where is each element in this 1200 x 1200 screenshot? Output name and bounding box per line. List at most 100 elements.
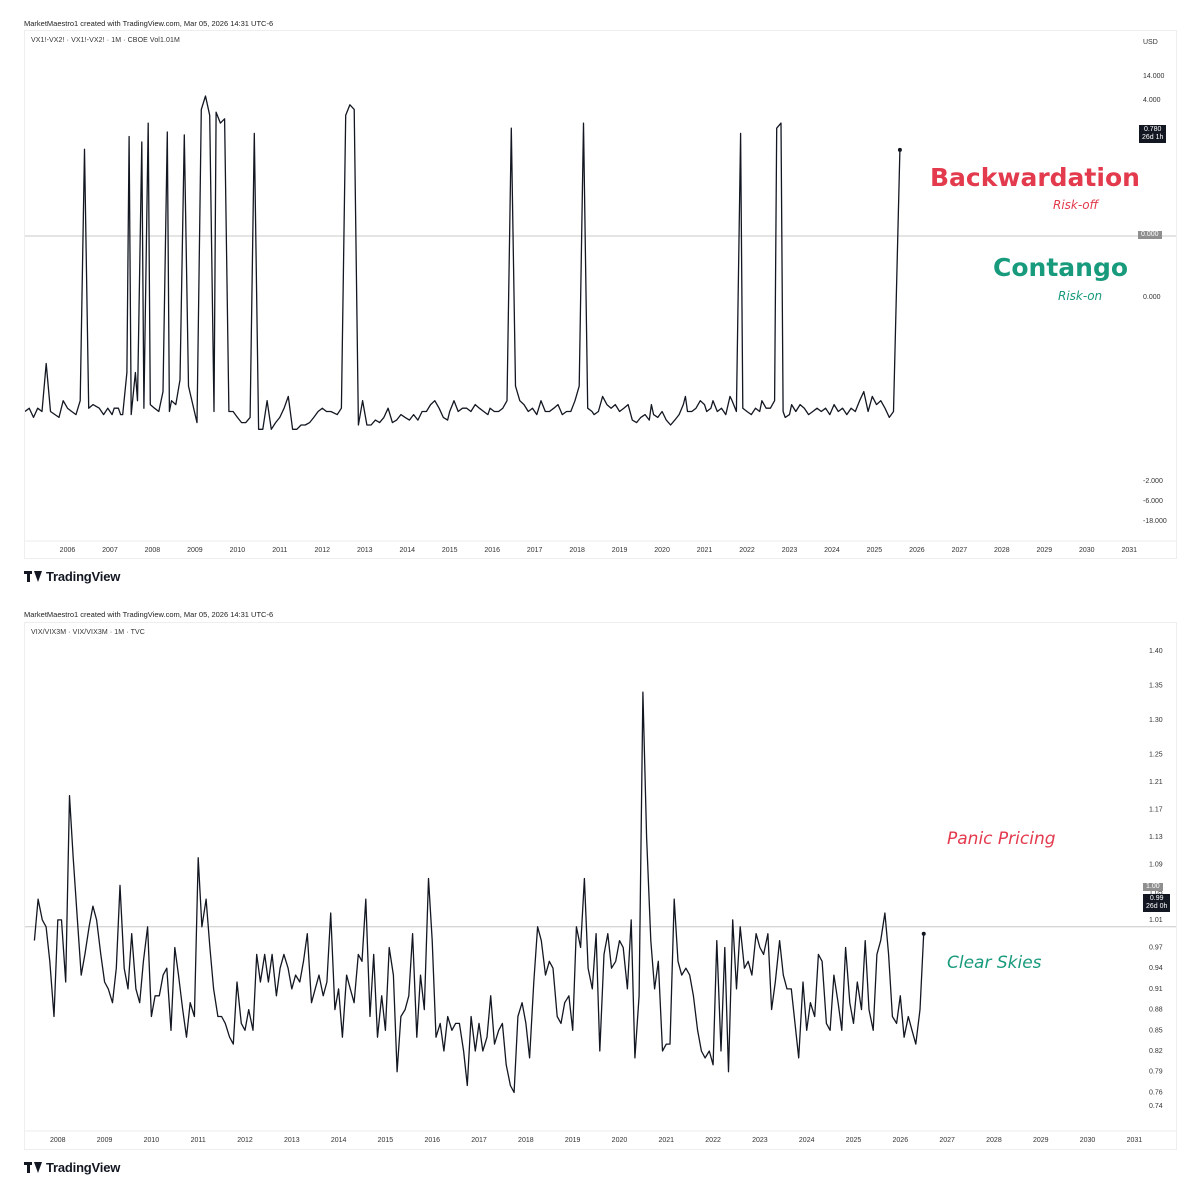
x-tick-label: 2027 <box>939 1137 955 1144</box>
ratio-chart-panel[interactable]: 1.40 1.35 1.30 1.25 1.21 1.17 1.13 1.09 1.05 1.01… <box>24 622 1177 1150</box>
chart-credit-top: MarketMaestro1 created with TradingView.… <box>24 19 274 28</box>
x-tick-label: 2014 <box>331 1137 347 1144</box>
y-tick-label: 1.21 <box>1149 779 1163 786</box>
ratio-last-value-text: 0.99 <box>1149 895 1164 902</box>
y-tick-label: 1.40 <box>1149 648 1163 655</box>
ratio-last-point <box>921 931 926 936</box>
y-tick-label: 0.79 <box>1149 1069 1163 1076</box>
x-tick-label: 2022 <box>705 1137 721 1144</box>
y-tick-label: 0.97 <box>1149 945 1163 952</box>
x-tick-label: 2014 <box>399 547 415 554</box>
x-tick-label: 2006 <box>60 547 76 554</box>
y-tick-label: 1.30 <box>1149 717 1163 724</box>
tradingview-icon <box>24 1162 42 1173</box>
x-tick-label: 2028 <box>994 547 1010 554</box>
x-tick-label: 2030 <box>1079 547 1095 554</box>
x-tick-label: 2021 <box>697 547 713 554</box>
y-tick-label: 0.85 <box>1149 1027 1163 1034</box>
x-tick-label: 2009 <box>187 547 203 554</box>
last-value-text: 0.780 <box>1143 126 1162 133</box>
clear-skies-label: Clear Skies <box>947 953 1042 973</box>
x-tick-label: 2016 <box>424 1137 440 1144</box>
y-tick-label: 4.000 <box>1143 97 1161 104</box>
spread-last-point <box>897 147 902 152</box>
x-tick-label: 2025 <box>846 1137 862 1144</box>
y-tick-label: 1.35 <box>1149 682 1163 689</box>
x-tick-label: 2026 <box>893 1137 909 1144</box>
x-tick-label: 2010 <box>230 547 246 554</box>
last-value-countdown: 26d 1h <box>1142 134 1164 141</box>
x-tick-label: 2031 <box>1121 547 1137 554</box>
backwardation-label: Backwardation <box>930 163 1140 192</box>
x-tick-label: 2020 <box>612 1137 628 1144</box>
x-tick-label: 2028 <box>986 1137 1002 1144</box>
y-tick-label: 1.01 <box>1149 917 1163 924</box>
y-tick-label: -6.000 <box>1143 498 1163 505</box>
y-tick-label: 0.000 <box>1143 294 1161 301</box>
x-tick-label: 2023 <box>782 547 798 554</box>
chart-credit-bottom: MarketMaestro1 created with TradingView.… <box>24 610 274 619</box>
risk-on-label: Risk-on <box>1058 289 1103 303</box>
y-tick-label: 0.74 <box>1149 1103 1163 1110</box>
last-value-badge: 0.780 26d 1h <box>1139 125 1167 143</box>
x-tick-label: 2017 <box>471 1137 487 1144</box>
ratio-chart-svg[interactable]: 1.40 1.35 1.30 1.25 1.21 1.17 1.13 1.09 1.05 1.01… <box>25 623 1176 1149</box>
tradingview-logo-text: TradingView <box>46 1160 121 1175</box>
panic-pricing-label: Panic Pricing <box>947 829 1056 849</box>
x-tick-label: 2012 <box>315 547 331 554</box>
x-tick-label: 2021 <box>658 1137 674 1144</box>
x-tick-label: 2009 <box>97 1137 113 1144</box>
ratio-chart-ticker: VIX/VIX3M · VIX/VIX3M · 1M · TVC <box>31 629 145 636</box>
x-tick-label: 2023 <box>752 1137 768 1144</box>
x-tick-label: 2018 <box>569 547 585 554</box>
x-tick-label: 2024 <box>799 1137 815 1144</box>
ratio-last-value-countdown: 26d 0h <box>1146 903 1168 910</box>
tradingview-logo-bottom: TradingView <box>24 1160 120 1175</box>
y-tick-label: 14.000 <box>1143 73 1165 80</box>
y-tick-label: 0.88 <box>1149 1007 1163 1014</box>
risk-off-label: Risk-off <box>1053 198 1099 212</box>
x-tick-label: 2011 <box>191 1137 206 1144</box>
x-tick-label: 2024 <box>824 547 840 554</box>
x-tick-label: 2020 <box>654 547 670 554</box>
y-tick-label: 0.91 <box>1149 986 1163 993</box>
x-tick-label: 2027 <box>952 547 968 554</box>
y-tick-label: 1.13 <box>1149 834 1163 841</box>
y-tick-label: -18.000 <box>1143 518 1167 525</box>
x-tick-label: 2008 <box>50 1137 66 1144</box>
zero-line-badge: 0.000 <box>1138 231 1162 239</box>
spread-chart-ticker: VX1!-VX2! · VX1!-VX2! · 1M · CBOE Vol1.0… <box>31 37 180 44</box>
x-tick-label: 2022 <box>739 547 755 554</box>
tradingview-icon <box>24 571 42 582</box>
x-tick-label: 2031 <box>1127 1137 1143 1144</box>
spread-chart-panel[interactable]: 14.000 4.000 0.000 -2.000 -6.000 -18.000 2006 2… <box>24 30 1177 559</box>
x-tick-label: 2011 <box>272 547 287 554</box>
y-tick-label: 1.05 <box>1149 889 1163 896</box>
x-tick-label: 2025 <box>867 547 883 554</box>
x-tick-label: 2017 <box>527 547 543 554</box>
contango-label: Contango <box>993 253 1129 282</box>
x-tick-label: 2016 <box>484 547 500 554</box>
x-tick-label: 2030 <box>1080 1137 1096 1144</box>
x-tick-label: 2010 <box>144 1137 160 1144</box>
currency-label: USD <box>1143 39 1158 46</box>
y-tick-label: 1.09 <box>1149 862 1163 869</box>
spread-series-line <box>25 95 901 430</box>
x-tick-label: 2008 <box>145 547 161 554</box>
y-tick-label: 0.76 <box>1149 1089 1163 1096</box>
x-tick-label: 2019 <box>565 1137 581 1144</box>
y-tick-label: 0.82 <box>1149 1048 1163 1055</box>
reference-line-badge: 1.00 <box>1143 883 1163 891</box>
x-tick-label: 2013 <box>284 1137 300 1144</box>
x-tick-label: 2013 <box>357 547 373 554</box>
y-tick-label: 1.25 <box>1149 751 1163 758</box>
tradingview-logo-top: TradingView <box>24 569 120 584</box>
y-tick-label: 0.94 <box>1149 965 1163 972</box>
x-tick-label: 2029 <box>1037 547 1053 554</box>
x-tick-label: 2007 <box>102 547 118 554</box>
y-tick-label: -2.000 <box>1143 478 1163 485</box>
x-tick-label: 2015 <box>442 547 458 554</box>
spread-chart-svg[interactable]: 14.000 4.000 0.000 -2.000 -6.000 -18.000 2006 2… <box>25 31 1176 558</box>
x-tick-label: 2018 <box>518 1137 534 1144</box>
tradingview-logo-text: TradingView <box>46 569 121 584</box>
